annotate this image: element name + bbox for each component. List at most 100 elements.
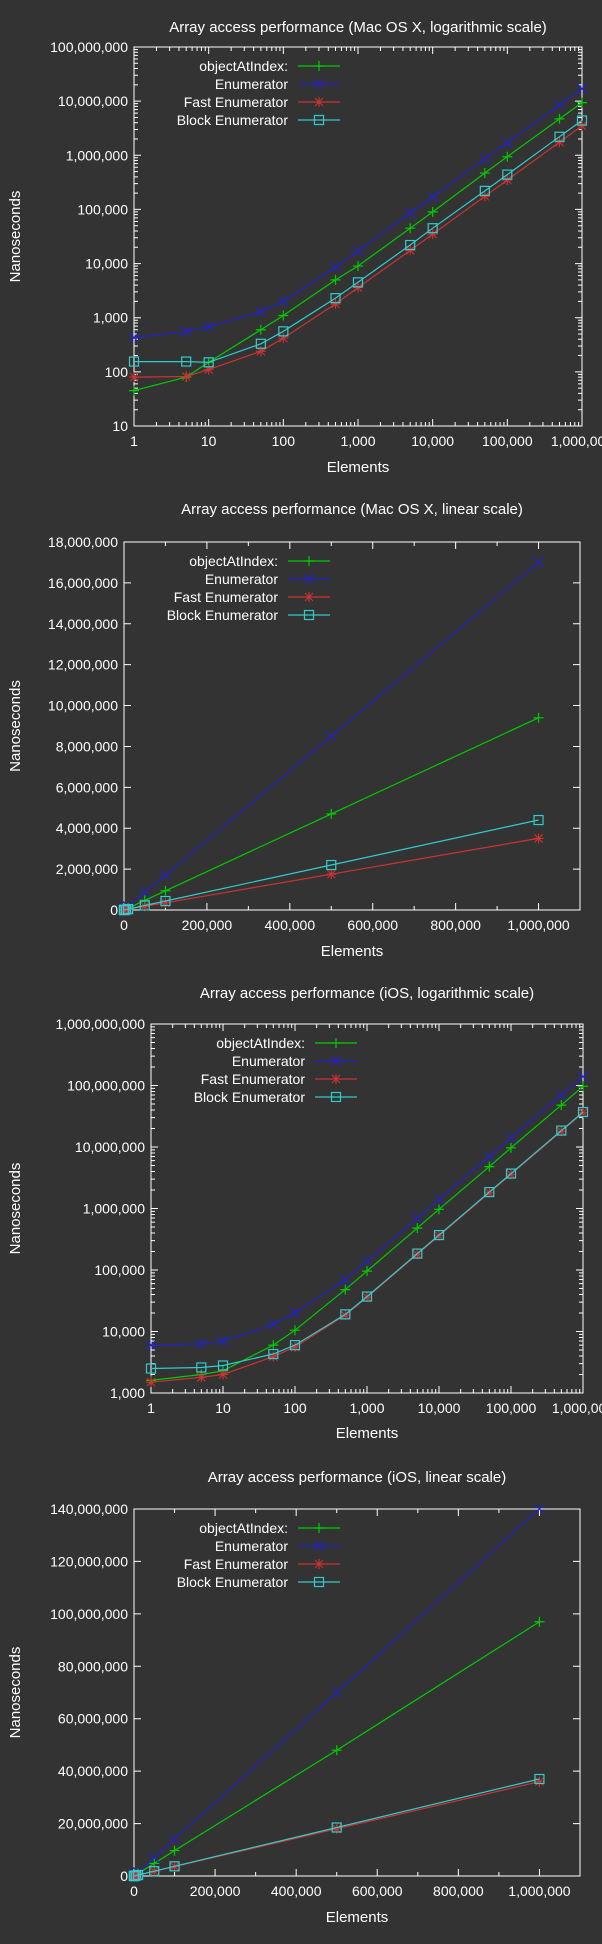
data-point	[148, 1852, 160, 1864]
data-point	[169, 1845, 180, 1856]
data-point	[353, 282, 363, 293]
data-point	[556, 1125, 567, 1136]
data-point	[255, 346, 266, 357]
x-tick-label: 10,000	[411, 433, 454, 449]
x-tick-label: 200,000	[182, 917, 233, 933]
y-axis-label: Nanoseconds	[7, 191, 24, 283]
data-point	[129, 385, 139, 396]
x-tick-label: 10	[215, 1400, 231, 1416]
data-point	[427, 191, 439, 203]
data-point	[160, 885, 171, 896]
data-point	[255, 338, 266, 349]
data-point	[132, 1869, 144, 1881]
data-point	[326, 859, 337, 871]
data-point	[534, 1776, 545, 1787]
x-tick-label: 800,000	[430, 917, 481, 933]
series-blockenumerator	[118, 814, 544, 916]
x-tick-label: 1,000	[349, 1400, 384, 1416]
data-point	[149, 1866, 160, 1877]
y-tick-label: 10,000,000	[48, 698, 118, 714]
data-point	[289, 1340, 301, 1351]
x-tick-label: 800,000	[433, 1883, 484, 1899]
data-point	[483, 1151, 495, 1162]
chart-1: Array access performance (Mac OS X, loga…	[7, 19, 602, 476]
data-point	[217, 1360, 229, 1371]
y-tick-label: 100,000	[94, 1262, 145, 1278]
data-point	[255, 306, 267, 317]
y-tick-label: 6,000,000	[56, 779, 118, 795]
series-objectatindex	[129, 97, 587, 396]
x-axis-label: Elements	[326, 1909, 389, 1926]
data-point	[196, 1362, 207, 1373]
legend-label: Enumerator	[205, 571, 278, 587]
data-point	[534, 1503, 545, 1515]
data-point	[203, 357, 214, 368]
series-enumerator	[128, 83, 588, 343]
data-point	[556, 1100, 567, 1111]
x-tick-label: 100,000	[486, 1400, 537, 1416]
data-point	[268, 1340, 279, 1351]
data-point	[505, 1168, 517, 1179]
data-point	[576, 115, 588, 126]
plot-frame	[133, 1508, 581, 1877]
data-point	[268, 1351, 279, 1362]
data-point	[412, 1223, 423, 1234]
chart-title: Array access performance (iOS, linear sc…	[208, 1469, 506, 1486]
chart-4: Array access performance (iOS, linear sc…	[7, 1469, 581, 1926]
legend-marker	[313, 1576, 325, 1588]
data-point	[139, 900, 150, 911]
data-point	[326, 869, 337, 880]
data-point	[340, 1284, 351, 1295]
x-tick-label: 1	[130, 433, 138, 449]
data-point	[554, 113, 565, 124]
data-point	[181, 356, 192, 367]
y-tick-label: 60,000,000	[58, 1711, 128, 1727]
data-point	[181, 371, 192, 382]
chart-3: Array access performance (iOS, logarithm…	[7, 985, 602, 1442]
data-point	[180, 325, 192, 337]
x-tick-label: 1,000,000	[551, 433, 602, 449]
y-tick-label: 1,000,000	[83, 1201, 145, 1217]
data-point	[427, 229, 438, 240]
y-tick-label: 10,000	[102, 1324, 145, 1340]
data-point	[145, 1339, 157, 1351]
legend-marker	[303, 609, 315, 621]
data-point	[290, 1341, 300, 1352]
data-point	[404, 207, 416, 219]
legend-marker	[313, 78, 325, 90]
data-point	[479, 168, 490, 179]
x-axis-label: Elements	[321, 943, 384, 960]
data-point	[330, 293, 341, 304]
legend-label: objectAtIndex:	[199, 1520, 288, 1536]
data-point	[412, 1248, 423, 1259]
series-blockenumerator	[128, 1773, 545, 1882]
data-point	[533, 814, 544, 826]
legend-label: Fast Enumerator	[184, 94, 289, 110]
data-point	[290, 1325, 300, 1336]
data-point	[578, 1081, 588, 1092]
y-tick-label: 12,000,000	[48, 657, 118, 673]
data-point	[331, 1687, 343, 1698]
y-tick-label: 80,000,000	[58, 1658, 128, 1674]
y-tick-label: 1,000,000	[66, 147, 128, 163]
data-point	[277, 295, 289, 307]
x-tick-label: 600,000	[352, 1883, 403, 1899]
data-point	[501, 137, 513, 149]
x-tick-label: 400,000	[265, 917, 316, 933]
y-tick-label: 20,000,000	[58, 1816, 128, 1832]
data-point	[255, 324, 266, 335]
data-point	[577, 1071, 589, 1082]
y-axis-label: Nanoseconds	[7, 1647, 24, 1739]
data-point	[278, 326, 289, 337]
data-point	[434, 1204, 444, 1215]
x-tick-label: 600,000	[347, 917, 398, 933]
series-line	[150, 1111, 584, 1370]
data-point	[203, 321, 215, 333]
data-point	[218, 1369, 228, 1380]
data-point	[554, 99, 565, 111]
data-point	[427, 206, 438, 217]
series-fastenumerator	[146, 1107, 588, 1388]
data-point	[160, 869, 171, 881]
series-line	[133, 1778, 540, 1877]
legend-marker	[314, 97, 324, 107]
